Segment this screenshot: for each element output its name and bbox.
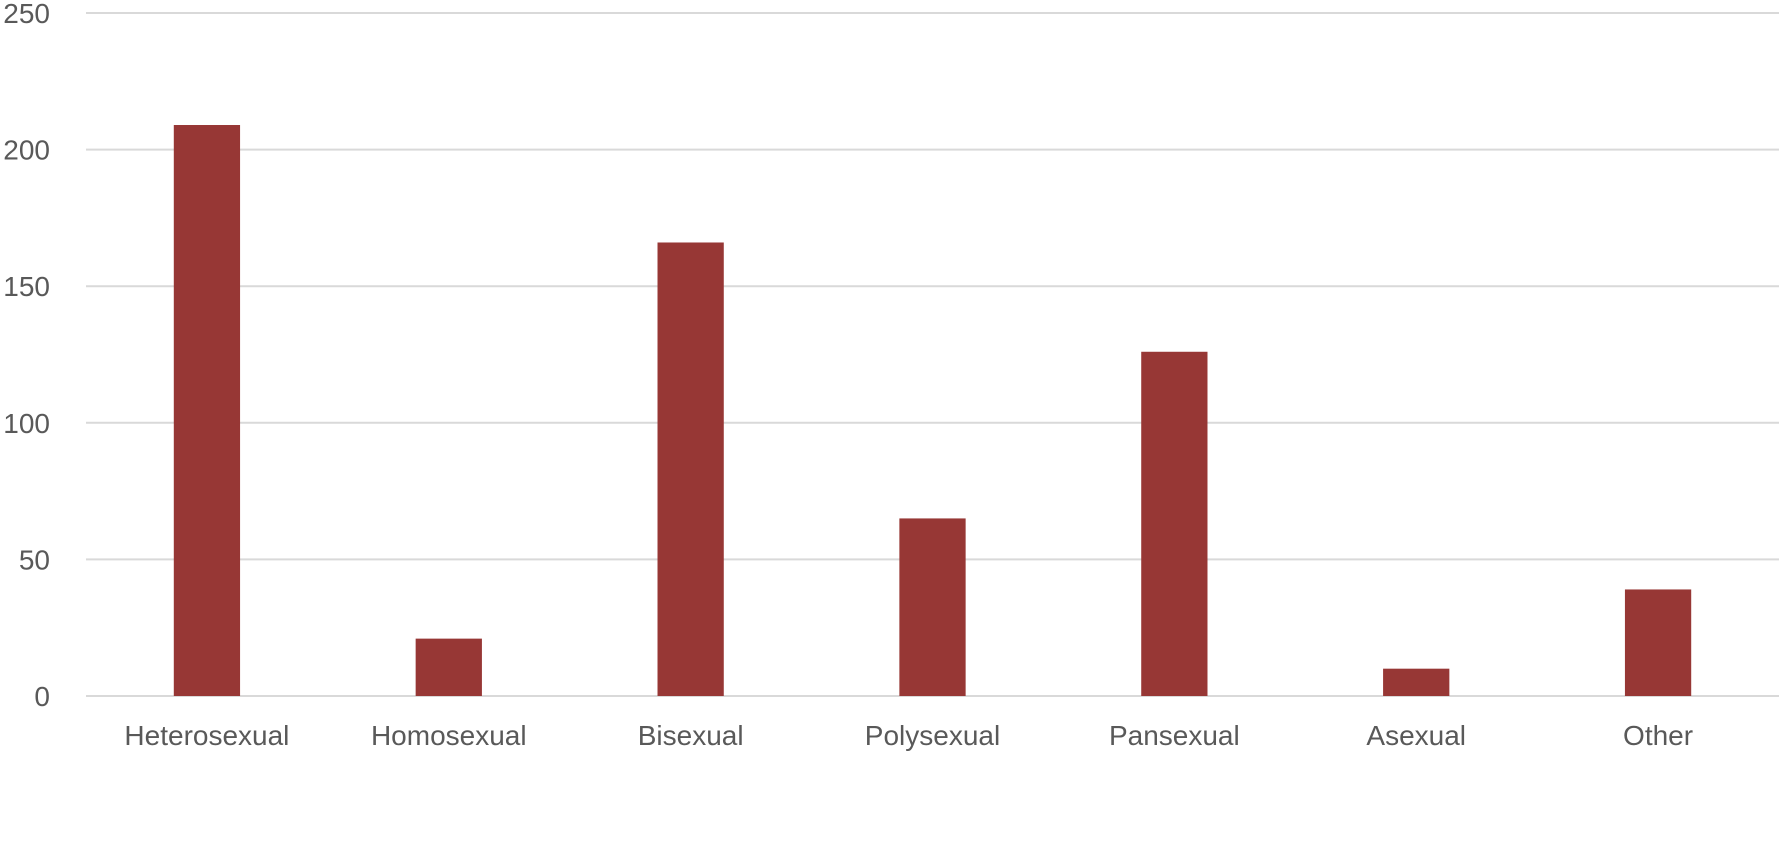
y-tick-label: 250 (3, 0, 50, 29)
y-tick-label: 100 (3, 408, 50, 439)
bar-homosexual (415, 638, 482, 696)
x-category-label: Other (1623, 720, 1693, 751)
y-tick-label: 150 (3, 271, 50, 302)
bar-heterosexual (173, 125, 241, 696)
x-axis-labels: Heterosexual Homosexual Bisexual Polysexual… (124, 720, 1693, 751)
x-category-label: Heterosexual (124, 720, 289, 751)
bar-pansexual (1141, 351, 1208, 696)
bar-asexual (1383, 668, 1450, 696)
bar-bisexual (657, 242, 724, 696)
gridlines (86, 12, 1779, 697)
y-tick-label: 50 (19, 544, 50, 575)
x-category-label: Pansexual (1109, 720, 1240, 751)
y-tick-label: 0 (34, 681, 50, 712)
y-tick-label: 200 (3, 135, 50, 166)
x-category-label: Polysexual (865, 720, 1000, 751)
bar-other (1624, 589, 1692, 696)
y-axis-ticks: 0 50 100 150 200 250 (3, 0, 50, 712)
x-category-label: Bisexual (638, 720, 744, 751)
bars (173, 125, 1692, 696)
x-category-label: Asexual (1366, 720, 1466, 751)
x-category-label: Homosexual (371, 720, 527, 751)
bar-polysexual (899, 518, 966, 696)
